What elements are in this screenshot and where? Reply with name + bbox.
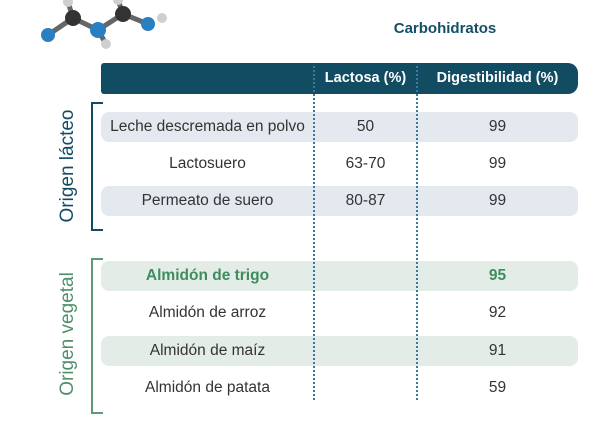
table-row: Almidón de patata 59	[101, 373, 578, 403]
row-name: Almidón de arroz	[148, 304, 267, 321]
row-digestibilidad: 91	[488, 342, 507, 359]
table-row: Almidón de arroz 92	[101, 298, 578, 328]
table-row: Permeato de suero 80-87 99	[101, 186, 578, 216]
dairy-group-bracket	[91, 102, 103, 231]
table-row: Lactosuero 63-70 99	[101, 149, 578, 179]
row-digestibilidad: 99	[488, 118, 507, 135]
column-divider	[313, 66, 315, 400]
table-header: Lactosa (%) Digestibilidad (%)	[101, 63, 578, 94]
row-lactosa: 63-70	[345, 155, 386, 172]
row-lactosa: 50	[356, 118, 375, 135]
row-digestibilidad: 99	[488, 155, 507, 172]
row-lactosa: 80-87	[345, 192, 386, 209]
row-lactosa	[314, 261, 417, 291]
row-name: Almidón de trigo	[145, 267, 270, 284]
row-digestibilidad: 95	[488, 267, 507, 284]
header-digestibilidad: Digestibilidad (%)	[436, 70, 559, 86]
row-name: Almidón de patata	[145, 379, 270, 396]
row-digestibilidad: 99	[488, 192, 507, 209]
table-row: Almidón de maíz 91	[101, 336, 578, 366]
row-name: Leche descremada en polvo	[110, 118, 305, 135]
row-lactosa	[314, 298, 417, 328]
row-digestibilidad: 92	[488, 304, 507, 321]
column-divider	[416, 66, 418, 400]
row-digestibilidad: 59	[488, 379, 507, 396]
header-lactosa: Lactosa (%)	[324, 70, 407, 86]
molecule-icon	[41, 0, 167, 49]
table-row: Leche descremada en polvo 50 99	[101, 112, 578, 142]
group-label-dairy: Origen lácteo	[57, 109, 78, 223]
table-row-highlight: Almidón de trigo 95	[101, 261, 578, 291]
row-lactosa	[314, 336, 417, 366]
table-title: Carbohidratos	[393, 20, 497, 37]
row-lactosa	[314, 373, 417, 403]
row-name: Lactosuero	[169, 155, 246, 172]
vegetal-group-bracket	[91, 258, 103, 414]
row-name: Almidón de maíz	[149, 342, 266, 359]
group-label-vegetal: Origen vegetal	[57, 272, 78, 396]
row-name: Permeato de suero	[141, 192, 274, 209]
